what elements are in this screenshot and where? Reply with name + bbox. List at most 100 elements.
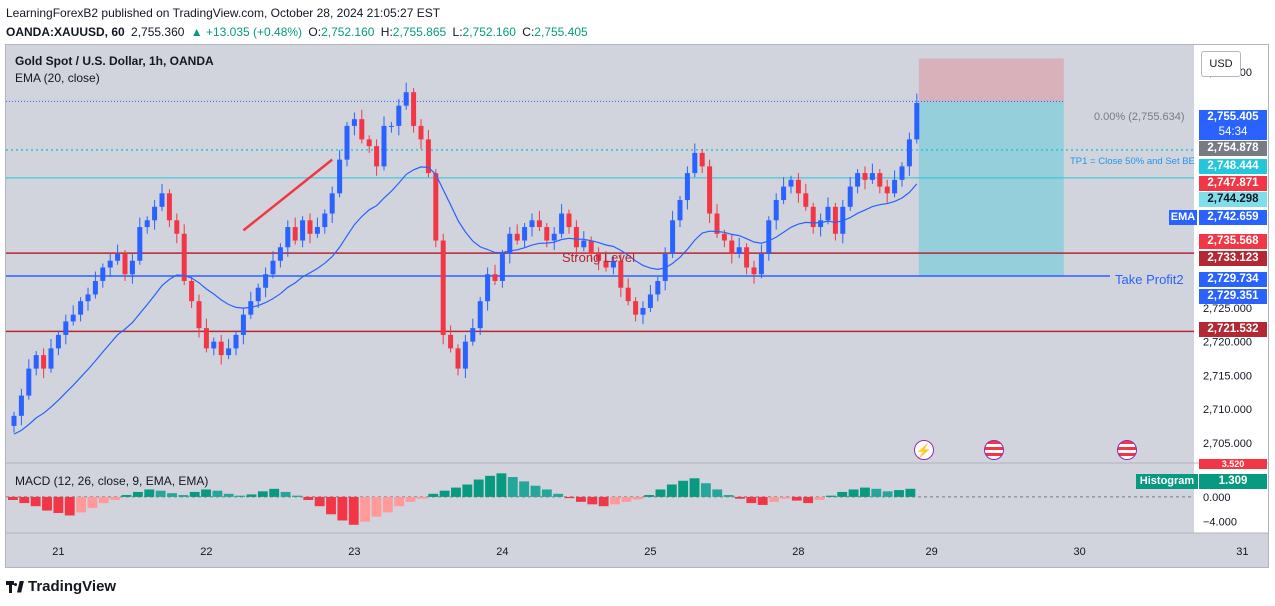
candle-body [914, 102, 920, 140]
candle-body [877, 173, 883, 187]
candle-body [226, 348, 232, 356]
candle-body [618, 260, 624, 288]
high-value: 2,755.865 [392, 25, 447, 39]
candle-body [344, 125, 350, 160]
x-tick-label: 24 [496, 546, 508, 558]
candle-body [499, 254, 505, 281]
macd-histogram-bar [507, 477, 518, 497]
candle-body [403, 92, 409, 106]
macd-histogram-bar [428, 493, 439, 497]
candle-body [818, 220, 824, 228]
price-label-cyan: 2,744.298 [1199, 192, 1267, 207]
y-tick-label: 2,705.000 [1203, 438, 1252, 450]
ema-legend[interactable]: EMA (20, close) [15, 71, 100, 85]
candle-body [847, 186, 853, 207]
candle-body [603, 260, 609, 268]
candle-body [107, 260, 113, 268]
price-label-strong: 2,733.123 [1199, 251, 1267, 266]
candle-body [477, 301, 483, 329]
macd-histogram-bar [905, 488, 916, 497]
candle-body [625, 287, 631, 302]
macd-histogram-bar [178, 495, 189, 497]
symbol-name[interactable]: OANDA:XAUUSD, 60 [6, 25, 125, 39]
macd-histogram-bar [598, 496, 609, 507]
macd-histogram-bar [871, 488, 882, 497]
take-profit-zone [918, 101, 1064, 277]
event-icon-flash[interactable]: ⚡ [914, 440, 934, 460]
macd-histogram-bar [121, 495, 132, 497]
candle-body [610, 260, 616, 268]
candle-body [159, 193, 165, 207]
candle-body [581, 240, 587, 248]
macd-histogram-bar [519, 481, 530, 497]
stop-loss-zone [918, 58, 1064, 102]
candle-body [677, 200, 683, 221]
macd-histogram-bar [394, 496, 405, 507]
candle-body [692, 152, 698, 174]
candle-body [337, 159, 343, 194]
macd-legend[interactable]: MACD (12, 26, close, 9, EMA, EMA) [15, 474, 209, 488]
macd-histogram-bar [689, 478, 700, 497]
symbol-legend: Gold Spot / U.S. Dollar, 1h, OANDA [15, 54, 214, 68]
macd-histogram-bar [700, 483, 711, 497]
x-tick-label: 21 [52, 546, 64, 558]
candle-body [211, 341, 217, 349]
macd-histogram-bar [723, 495, 734, 497]
candle-body [899, 166, 905, 180]
macd-histogram-bar [326, 496, 336, 515]
macd-histogram-bar [405, 496, 416, 502]
tradingview-logo[interactable]: TradingView [6, 578, 116, 595]
macd-histogram-bar [212, 490, 223, 497]
trend-line [242, 158, 333, 232]
candle-body [218, 341, 224, 356]
candle-body [855, 173, 861, 187]
candle-body [11, 415, 17, 426]
macd-histogram-bar [655, 489, 666, 497]
macd-histogram-bar [496, 473, 507, 497]
macd-histogram-bar [837, 491, 848, 497]
macd-histogram-bar [19, 496, 30, 504]
macd-histogram-bar [167, 493, 177, 497]
candle-body [255, 287, 261, 302]
candle-body [359, 119, 365, 140]
candle-body [277, 247, 283, 261]
candle-body [655, 280, 661, 295]
y-tick-label: 2,715.000 [1203, 370, 1252, 382]
macd-histogram-bar [610, 496, 620, 505]
candle-body [240, 314, 246, 335]
candle-body [884, 186, 890, 194]
price-label-tp2: 2,729.734 [1199, 272, 1267, 287]
macd-histogram-bar [814, 496, 825, 500]
macd-histogram-bar [462, 484, 473, 497]
candle-body [26, 368, 32, 396]
event-icon-us-flag-2[interactable] [1117, 440, 1137, 460]
candle-body [418, 125, 424, 140]
chart-frame[interactable]: 2,705.000 2,710.000 2,715.000 2,720.000 2,72… [5, 44, 1269, 568]
x-tick-label: 29 [925, 546, 937, 558]
y-tick-label: 2,720.000 [1203, 337, 1252, 349]
y-tick-label: 2,710.000 [1203, 404, 1252, 416]
candle-body [522, 227, 528, 241]
event-icon-us-flag[interactable] [984, 440, 1004, 460]
macd-tick-label: −4.000 [1203, 517, 1237, 529]
low-label: L: [452, 25, 463, 39]
candle-body [781, 186, 787, 201]
macd-histogram-bar [735, 496, 745, 499]
candle-body [433, 173, 439, 241]
macd-histogram-bar [780, 496, 791, 499]
price-label-red: 2,721.532 [1199, 322, 1267, 337]
candle-body [529, 220, 535, 228]
candle-body [596, 254, 602, 261]
ema-tag: EMA [1169, 210, 1197, 225]
macd-histogram-bar [769, 496, 779, 502]
macd-histogram-bar [292, 495, 302, 497]
macd-histogram-bar [246, 494, 257, 497]
candle-body [470, 328, 476, 342]
candle-body [507, 233, 513, 254]
candle-body [729, 240, 735, 254]
price-chart[interactable]: 2,705.0002,710.0002,715.0002,720.0002,72… [6, 45, 1268, 567]
candle-body [492, 274, 498, 281]
macd-histogram-bar [132, 491, 143, 497]
macd-histogram-bar [553, 493, 564, 497]
currency-button[interactable]: USD [1201, 51, 1241, 77]
